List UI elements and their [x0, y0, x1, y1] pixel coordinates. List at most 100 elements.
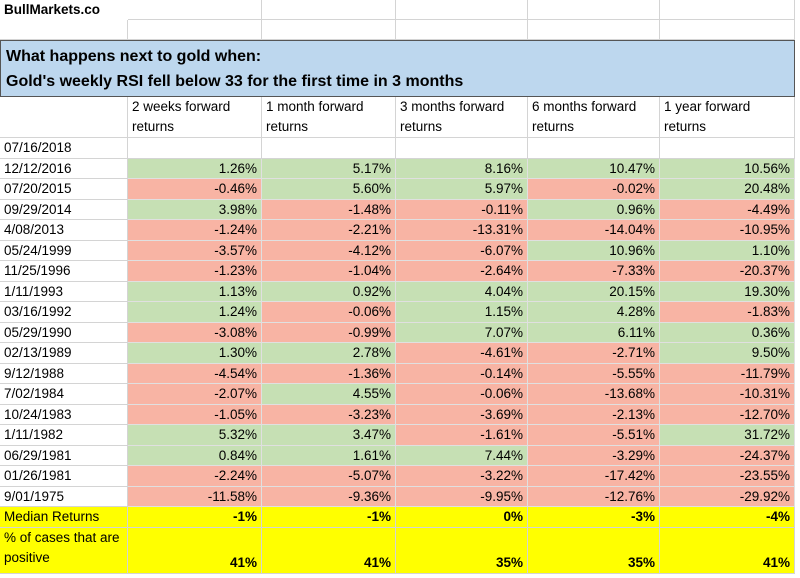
return-cell: -3.69%	[396, 404, 528, 425]
return-cell: -3.29%	[528, 445, 660, 466]
site-name: BullMarkets.co	[0, 0, 128, 20]
return-cell: 1.61%	[262, 445, 396, 466]
return-cell: -5.07%	[262, 466, 396, 487]
return-cell: -3.57%	[128, 240, 262, 261]
empty-cell	[128, 0, 262, 20]
empty-cell	[0, 97, 128, 138]
return-cell: 4.55%	[262, 384, 396, 405]
return-cell: -14.04%	[528, 220, 660, 241]
return-cell: -0.46%	[128, 179, 262, 200]
return-cell: 0.96%	[528, 199, 660, 220]
return-cell: 4.04%	[396, 281, 528, 302]
return-cell: 0.36%	[660, 322, 795, 343]
summary-label: Median Returns	[0, 507, 128, 528]
return-cell: 1.30%	[128, 343, 262, 364]
date-cell: 05/29/1990	[0, 322, 128, 343]
date-cell: 12/12/2016	[0, 158, 128, 179]
return-cell: -9.95%	[396, 486, 528, 507]
return-cell: 19.30%	[660, 281, 795, 302]
empty-cell	[528, 20, 660, 40]
date-cell: 9/12/1988	[0, 363, 128, 384]
return-cell: 9.50%	[660, 343, 795, 364]
date-cell: 06/29/1981	[0, 445, 128, 466]
summary-value: 41%	[660, 528, 795, 574]
return-cell: -23.55%	[660, 466, 795, 487]
return-cell: 1.15%	[396, 302, 528, 323]
return-cell: -1.83%	[660, 302, 795, 323]
summary-value: 35%	[396, 528, 528, 574]
return-cell: -1.05%	[128, 404, 262, 425]
return-cell: -11.58%	[128, 486, 262, 507]
summary-value: 35%	[528, 528, 660, 574]
date-cell: 1/11/1982	[0, 425, 128, 446]
return-cell: 0.84%	[128, 445, 262, 466]
date-cell: 11/25/1996	[0, 261, 128, 282]
return-cell: -4.54%	[128, 363, 262, 384]
return-cell: 6.11%	[528, 322, 660, 343]
return-cell: -12.76%	[528, 486, 660, 507]
return-cell: 8.16%	[396, 158, 528, 179]
return-cell: -2.24%	[128, 466, 262, 487]
return-cell: -24.37%	[660, 445, 795, 466]
return-cell: 10.47%	[528, 158, 660, 179]
title-line: Gold's weekly RSI fell below 33 for the …	[6, 73, 464, 90]
return-cell: -2.64%	[396, 261, 528, 282]
return-cell: 3.47%	[262, 425, 396, 446]
title-block: What happens next to gold when: Gold's we…	[0, 40, 795, 97]
date-cell: 4/08/2013	[0, 220, 128, 241]
return-cell: -1.24%	[128, 220, 262, 241]
date-cell: 9/01/1975	[0, 486, 128, 507]
return-cell: 0.92%	[262, 281, 396, 302]
return-cell: -13.68%	[528, 384, 660, 405]
return-cell: -13.31%	[396, 220, 528, 241]
return-cell: -0.02%	[528, 179, 660, 200]
return-cell: 5.17%	[262, 158, 396, 179]
return-cell: 5.97%	[396, 179, 528, 200]
return-cell: 10.56%	[660, 158, 795, 179]
return-cell: -20.37%	[660, 261, 795, 282]
return-cell: -10.95%	[660, 220, 795, 241]
return-cell: -3.22%	[396, 466, 528, 487]
empty-cell	[396, 0, 528, 20]
summary-value: -3%	[528, 507, 660, 528]
return-cell: 2.78%	[262, 343, 396, 364]
empty-cell	[128, 20, 262, 40]
return-cell: -1.61%	[396, 425, 528, 446]
return-cell: 1.26%	[128, 158, 262, 179]
return-cell: -29.92%	[660, 486, 795, 507]
date-cell: 10/24/1983	[0, 404, 128, 425]
return-cell: -0.06%	[396, 384, 528, 405]
empty-cell	[528, 138, 660, 159]
summary-value: -4%	[660, 507, 795, 528]
return-cell: -11.79%	[660, 363, 795, 384]
return-cell: 1.24%	[128, 302, 262, 323]
return-cell: 31.72%	[660, 425, 795, 446]
return-cell: 5.60%	[262, 179, 396, 200]
return-cell: 1.13%	[128, 281, 262, 302]
date-cell: 01/26/1981	[0, 466, 128, 487]
return-cell: 3.98%	[128, 199, 262, 220]
date-cell: 02/13/1989	[0, 343, 128, 364]
column-header: 2 weeks forward returns	[128, 97, 262, 138]
return-cell: -1.04%	[262, 261, 396, 282]
return-cell: -17.42%	[528, 466, 660, 487]
date-cell: 07/16/2018	[0, 138, 128, 159]
date-cell: 03/16/1992	[0, 302, 128, 323]
return-cell: 20.48%	[660, 179, 795, 200]
date-cell: 7/02/1984	[0, 384, 128, 405]
return-cell: -2.21%	[262, 220, 396, 241]
summary-value: -1%	[262, 507, 396, 528]
return-cell: 5.32%	[128, 425, 262, 446]
return-cell: 7.44%	[396, 445, 528, 466]
return-cell: 4.28%	[528, 302, 660, 323]
empty-cell	[262, 0, 396, 20]
return-cell: -3.08%	[128, 322, 262, 343]
return-cell: -5.55%	[528, 363, 660, 384]
column-header: 1 month forward returns	[262, 97, 396, 138]
column-header: 3 months forward returns	[396, 97, 528, 138]
return-cell: -0.06%	[262, 302, 396, 323]
empty-cell	[660, 0, 795, 20]
return-cell: -9.36%	[262, 486, 396, 507]
return-cell: -1.48%	[262, 199, 396, 220]
